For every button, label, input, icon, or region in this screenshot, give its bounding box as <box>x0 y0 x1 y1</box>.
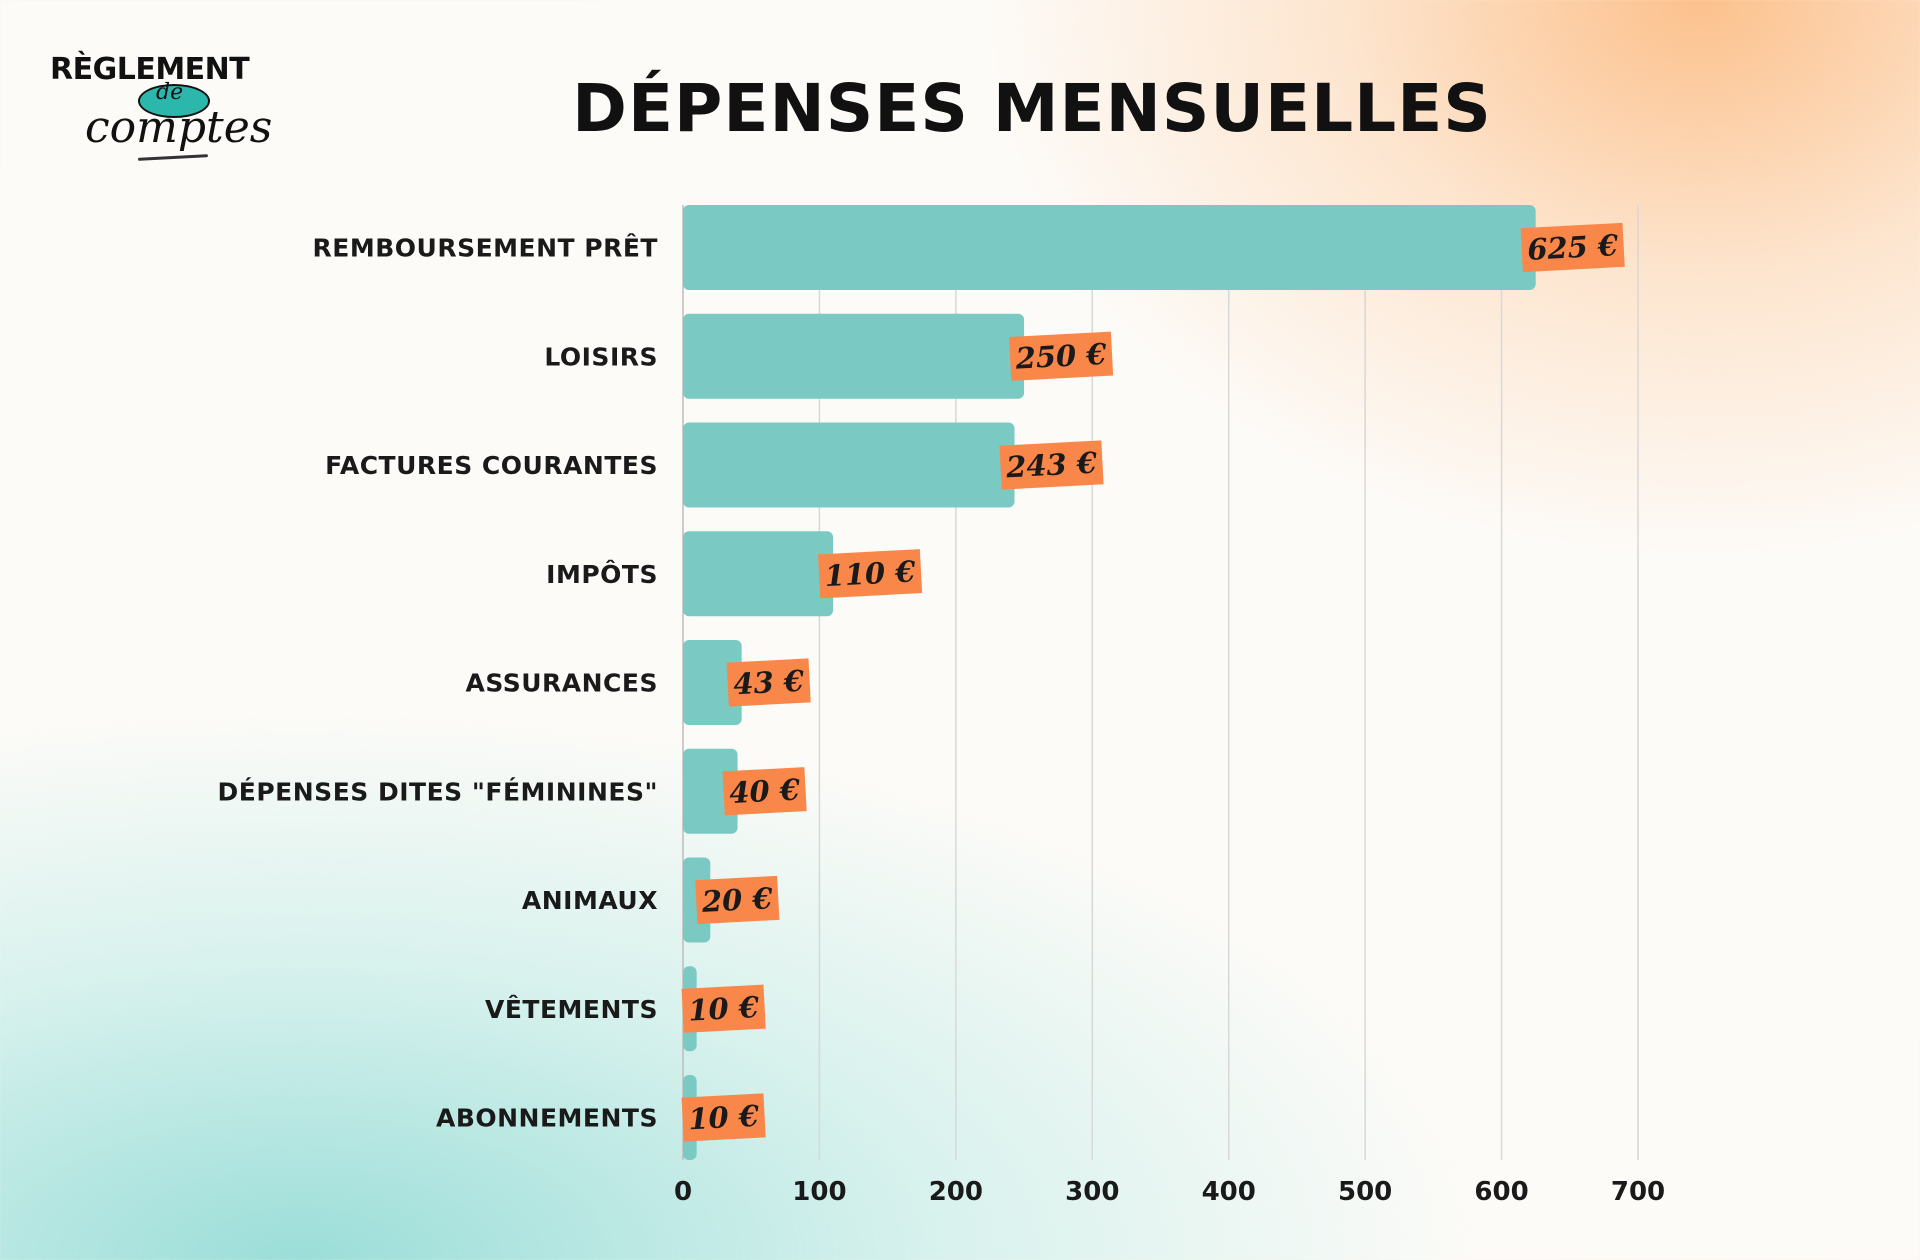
value-tag-bg <box>1008 331 1114 381</box>
bar <box>683 205 1536 290</box>
value-tag: 20 € <box>695 875 780 925</box>
category-label: DÉPENSES DITES "FÉMININES" <box>218 777 658 806</box>
brand-logo: RÈGLEMENT de comptes <box>50 52 300 167</box>
value-tag: 43 € <box>726 658 811 707</box>
value-tag-bg <box>695 875 780 925</box>
value-label: 10 € <box>687 1099 760 1137</box>
value-tag-bg <box>999 440 1104 490</box>
bar <box>683 640 742 725</box>
category-label: ABONNEMENTS <box>436 1104 658 1133</box>
category-labels: REMBOURSEMENT PRÊT LOISIRS FACTURES COURAN… <box>218 234 658 1133</box>
category-label: FACTURES COURANTES <box>325 451 658 480</box>
x-axis-ticks: 0 100 200 300 400 500 600 700 <box>674 1177 1665 1207</box>
bar <box>683 422 1015 508</box>
logo-text-de: de <box>156 80 184 105</box>
x-tick-label: 500 <box>1338 1177 1392 1207</box>
value-tag: 40 € <box>722 767 807 816</box>
logo-badge <box>138 84 210 118</box>
x-tick-label: 300 <box>1065 1177 1119 1207</box>
value-label: 625 € <box>1526 228 1619 267</box>
value-tag: 243 € <box>999 440 1104 490</box>
value-tag-bg <box>1520 222 1625 273</box>
value-tag-bg <box>681 984 766 1033</box>
bar <box>683 748 738 834</box>
logo-text-comptes: comptes <box>85 102 273 153</box>
bar <box>683 313 1025 399</box>
value-labels: 625 € 250 € 243 € 110 € 43 € 40 € 20 € 10 € 10 € <box>681 222 1625 1142</box>
value-tag: 625 € <box>1520 222 1625 273</box>
value-tag: 250 € <box>1008 331 1114 381</box>
x-tick-label: 100 <box>792 1177 846 1207</box>
x-tick-label: 400 <box>1202 1177 1256 1207</box>
value-label: 40 € <box>728 772 801 810</box>
category-label: ANIMAUX <box>522 886 658 915</box>
value-tag-bg <box>726 658 811 707</box>
category-label: VÊTEMENTS <box>485 995 658 1024</box>
x-tick-label: 700 <box>1611 1177 1665 1207</box>
value-label: 243 € <box>1004 446 1098 485</box>
value-tag: 10 € <box>681 984 766 1033</box>
value-tag-bg <box>817 549 923 599</box>
value-tag-bg <box>681 1093 766 1142</box>
value-label: 43 € <box>733 664 806 702</box>
value-tag: 10 € <box>681 1093 766 1142</box>
category-label: LOISIRS <box>544 342 658 371</box>
x-tick-label: 200 <box>929 1177 983 1207</box>
value-label: 110 € <box>824 554 917 593</box>
value-label: 250 € <box>1014 337 1108 376</box>
value-tag-bg <box>722 767 807 816</box>
logo-text-reglement: RÈGLEMENT <box>50 52 250 87</box>
value-label: 20 € <box>700 881 774 919</box>
page-title: DÉPENSES MENSUELLES <box>572 70 1492 147</box>
category-label: IMPÔTS <box>546 559 658 589</box>
x-tick-label: 0 <box>674 1177 692 1207</box>
x-tick-label: 600 <box>1474 1177 1528 1207</box>
category-label: ASSURANCES <box>466 669 659 698</box>
bar <box>683 531 834 617</box>
category-label: REMBOURSEMENT PRÊT <box>313 234 659 263</box>
value-tag: 110 € <box>817 549 923 599</box>
value-label: 10 € <box>687 990 760 1028</box>
